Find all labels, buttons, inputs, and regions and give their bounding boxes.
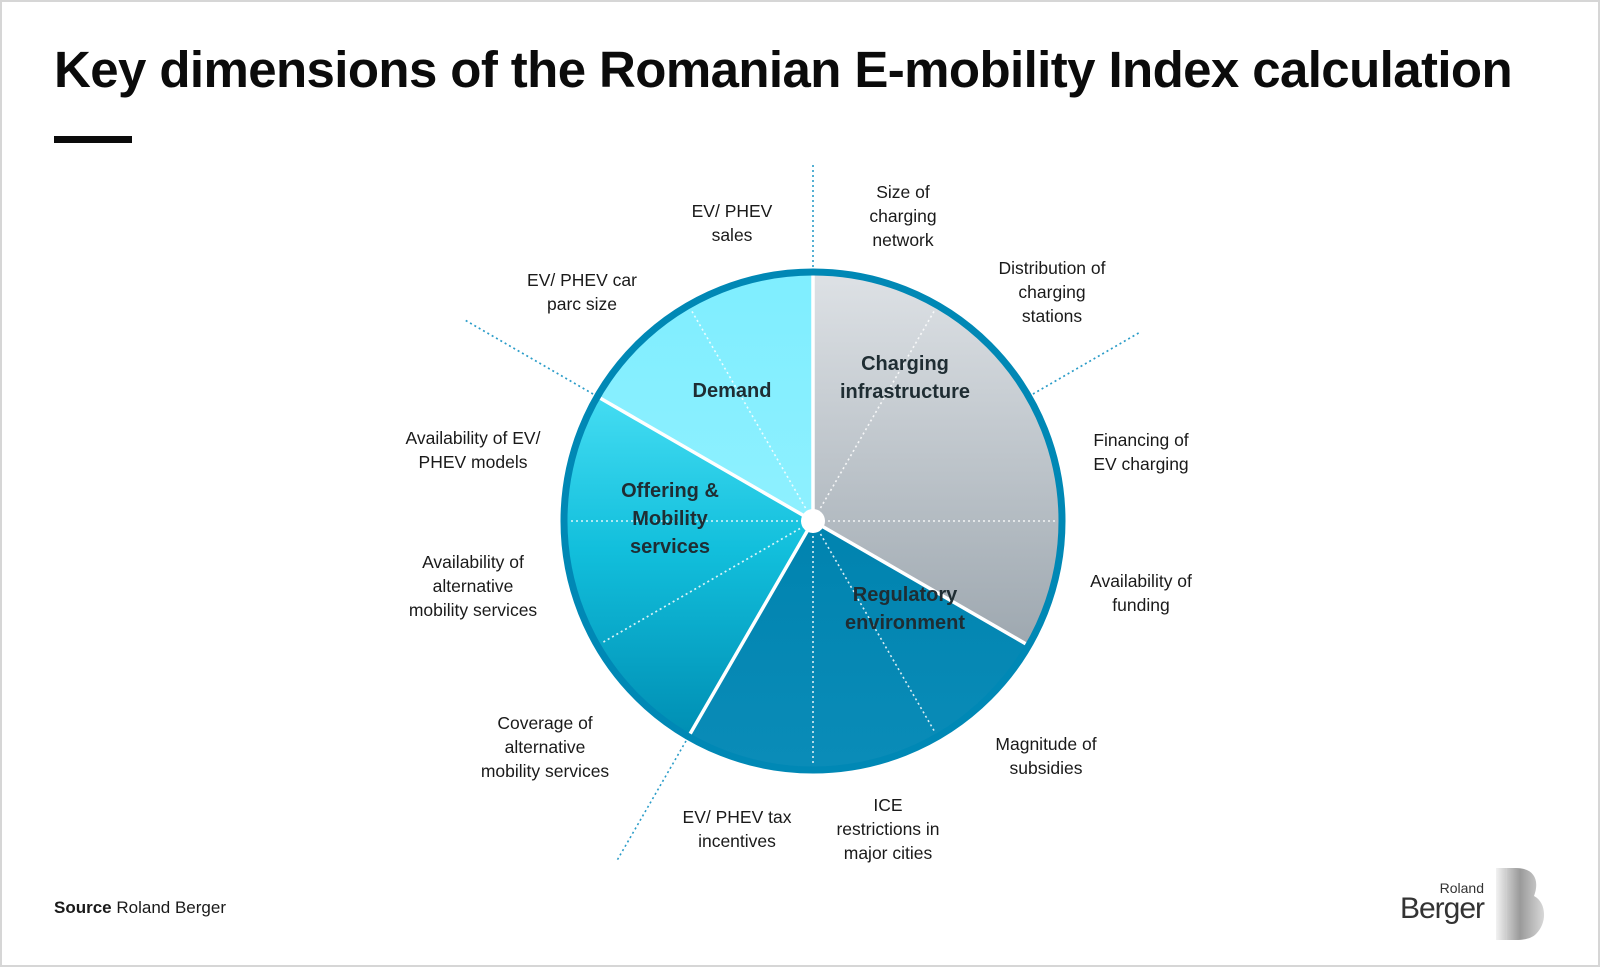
- segment-divider: [688, 520, 815, 735]
- segment-offering-mobility-services-label: Offering & Mobility services: [621, 480, 719, 558]
- label-availability-ev-models: Availability of EV/PHEV models: [405, 428, 541, 472]
- outer-dotted-line: [616, 740, 687, 861]
- subdivider-line: [691, 311, 814, 522]
- subdivider-line: [812, 520, 935, 731]
- label-car-parc-size: EV/ PHEV car parc size: [527, 270, 637, 314]
- segment-regulatory-environment-label: Regulatory environment: [845, 584, 965, 634]
- label-ice-restrictions: ICE restrictions in major cities: [836, 795, 940, 863]
- outer-dotted-line: [464, 319, 594, 395]
- segment-regulatory-environment: [690, 521, 1027, 768]
- label-ev-phev-sales: EV/ PHEV sales: [691, 201, 773, 245]
- segment-demand-label: Demand: [693, 380, 772, 402]
- segment-demand: [599, 275, 813, 521]
- label-availability-funding: Availability of funding: [1090, 571, 1192, 615]
- label-ev-phev-tax-incentives: EV/ PHEV tax incentives: [682, 807, 792, 851]
- segment-divider: [599, 396, 814, 523]
- label-coverage-alt-mobility: Coverage of alternative mobility services: [480, 713, 610, 781]
- label-distribution-charging-stations: Distribution of charging stations: [998, 258, 1106, 326]
- source-label: Source: [54, 898, 112, 917]
- label-magnitude-subsidies: Magnitude of subsidies: [995, 734, 1097, 778]
- source-text: Roland Berger: [116, 898, 226, 917]
- label-size-charging-network: Size of charging network: [869, 182, 937, 250]
- segment-divider: [812, 519, 1027, 646]
- page-title: Key dimensions of the Romanian E-mobilit…: [54, 41, 1513, 98]
- subdivider-line: [812, 311, 935, 522]
- segment-charging-infrastructure-label: Charging infrastructure: [840, 353, 970, 403]
- outer-ring: [560, 268, 1066, 774]
- label-financing-ev-charging: Financing of EV charging: [1093, 430, 1189, 474]
- outer-dotted-line: [1032, 331, 1141, 395]
- roland-berger-logo: Roland Berger: [1396, 866, 1546, 942]
- segment-offering-mobility-services: [567, 398, 813, 735]
- logo-b-mark: [1496, 868, 1545, 940]
- title-underline: [54, 136, 132, 143]
- center-hub: [801, 509, 825, 533]
- subdivider-line: [603, 520, 814, 643]
- source-note: Source Roland Berger: [54, 898, 226, 918]
- label-availability-alt-mobility: Availability of alternative mobility servi…: [408, 552, 538, 620]
- segment-charging-infrastructure: [813, 275, 1059, 644]
